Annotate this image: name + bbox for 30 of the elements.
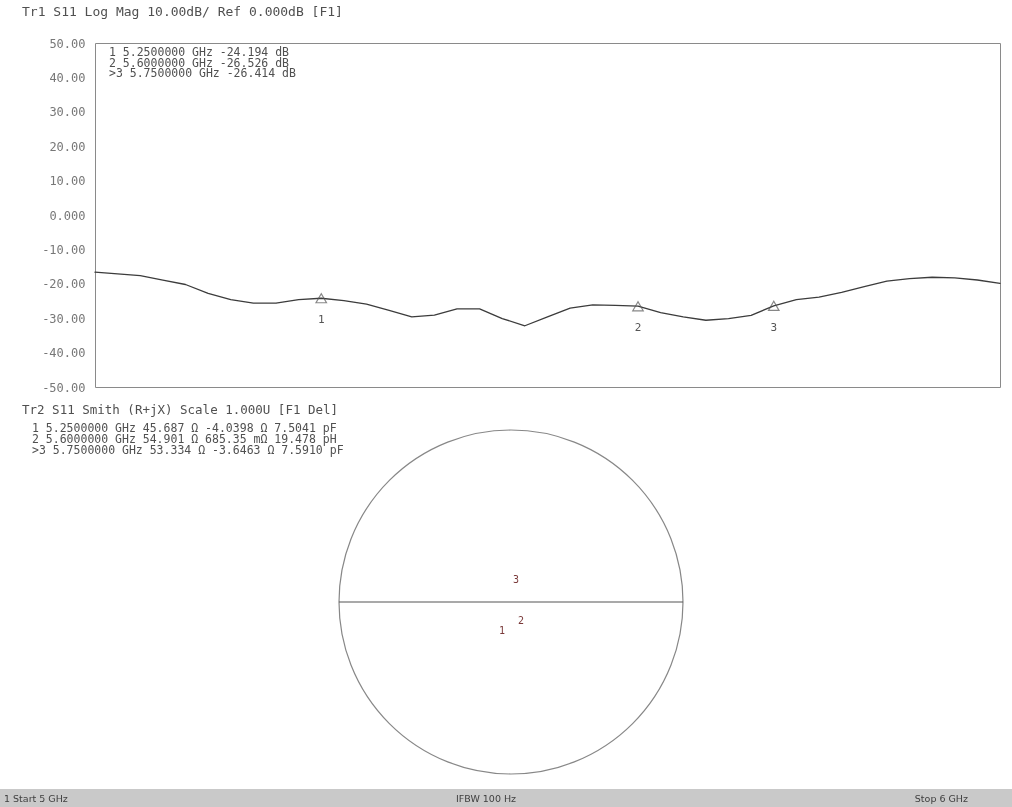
text: IFBW 100 Hz [455,793,517,804]
y-tick-label: -50.00 [42,380,86,395]
y-tick-label: 20.00 [49,139,86,154]
series-label: 2 [634,321,642,335]
text: 3 [512,574,520,585]
y-tick-label: -10.00 [42,242,86,257]
y-tick-label: 0.000 [49,208,86,223]
text: 1 5.2500000 GHz 45.687 Ω -4.0398 Ω 7.5041 pF [32,421,337,435]
text: 2 5.6000000 GHz 54.901 Ω 685.35 mΩ 19.478 pH [32,432,337,446]
text: Stop 6 GHz [914,793,968,804]
y-tick-label: -20.00 [42,277,86,292]
text: 2 [517,615,525,626]
y-tick-label: -30.00 [42,311,86,326]
annotation: >3 5.7500000 GHz -26.414 dB [109,66,297,80]
text: 1 [498,625,506,636]
y-tick-label: 50.00 [49,36,86,51]
y-tick-label: 40.00 [49,70,86,85]
y-tick-label: 30.00 [49,105,86,120]
y-tick-label: -40.00 [42,346,86,361]
chart-title: Tr1 S11 Log Mag 10.00dB/ Ref 0.000dB [F1] [22,4,343,19]
y-tick-label: 10.00 [49,174,86,189]
text: Tr2 S11 Smith (R+jX) Scale 1.000U [F1 Del] [22,402,339,417]
point [315,293,328,304]
series-label: 1 [317,313,325,327]
text: 1 Start 5 GHz [4,793,68,804]
point [767,300,780,312]
annotation: 1 5.2500000 GHz -24.194 dB [109,45,290,59]
point [632,301,644,312]
series-label: 3 [770,320,778,334]
text: >3 5.7500000 GHz 53.334 Ω -3.6463 Ω 7.5910 pF [32,443,344,457]
